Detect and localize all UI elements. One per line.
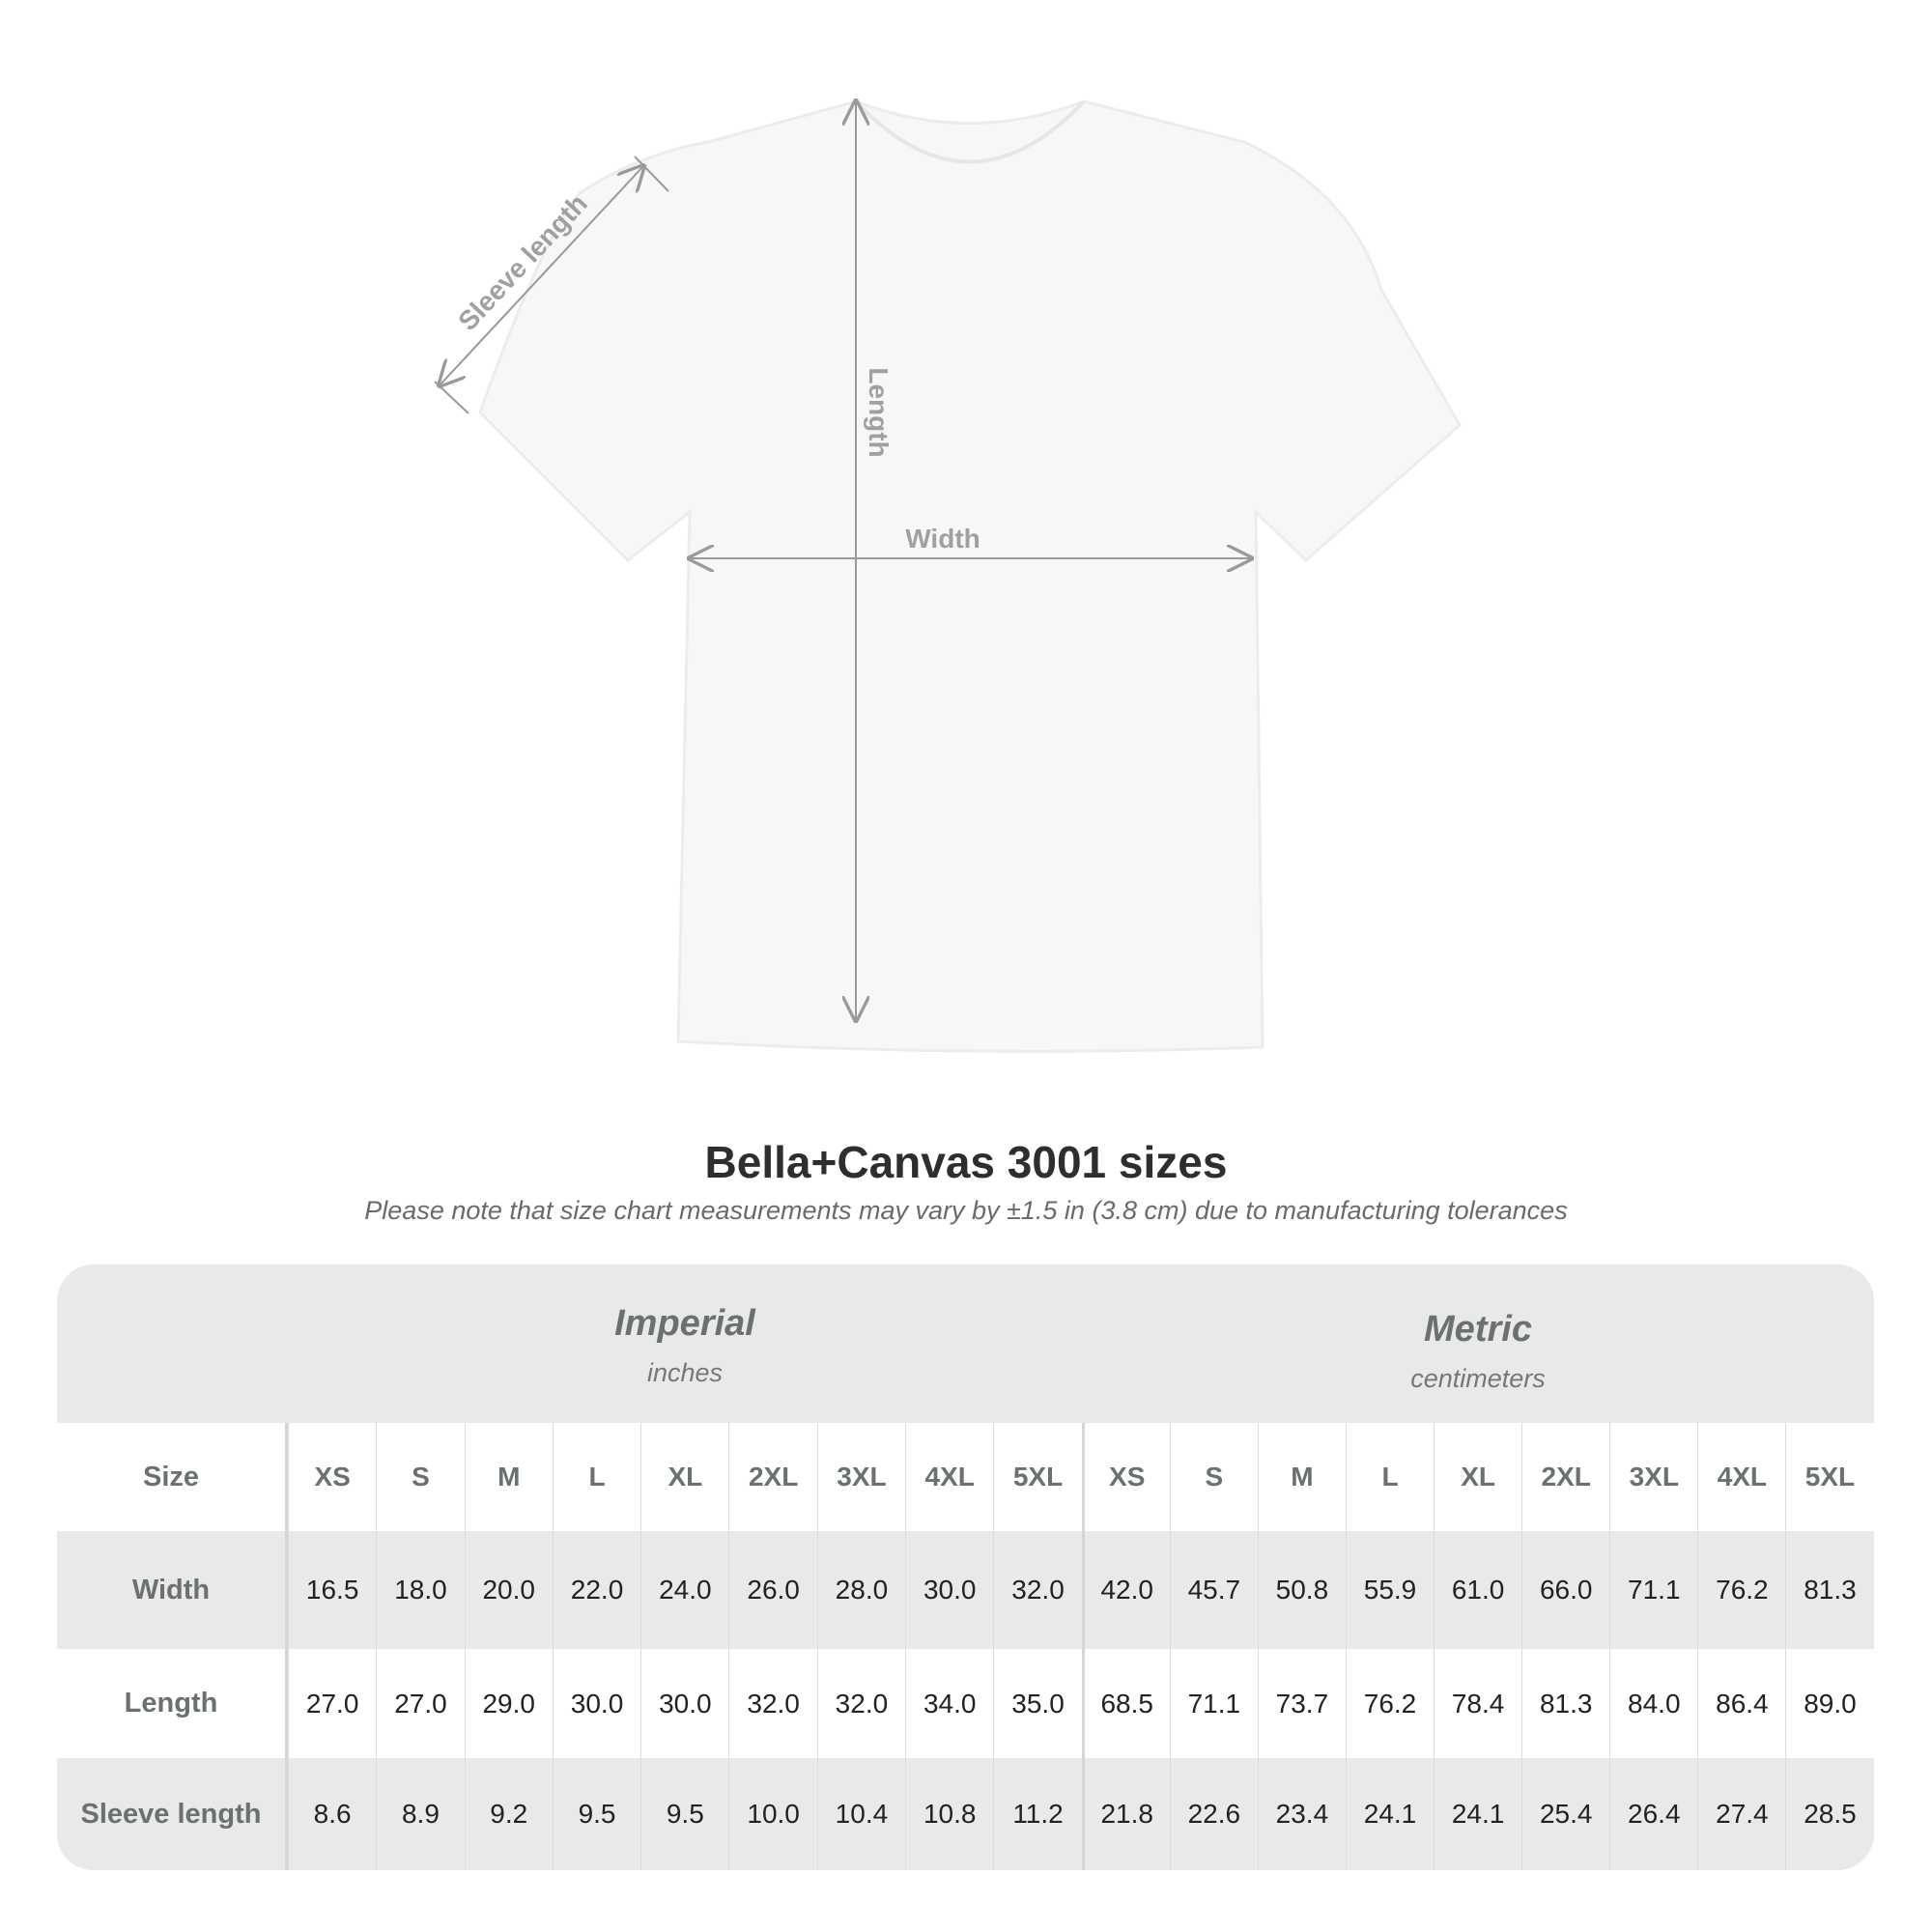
cell-imperial-value: 8.9 bbox=[376, 1758, 464, 1870]
cell-metric-value: 61.0 bbox=[1434, 1531, 1521, 1649]
size-metric-header: 5XL bbox=[1785, 1423, 1873, 1531]
tshirt-measurement-diagram: Length Width Sleeve length bbox=[434, 0, 1462, 1053]
cell-metric-value: 66.0 bbox=[1521, 1531, 1609, 1649]
cell-metric-value: 23.4 bbox=[1257, 1758, 1346, 1870]
cell-metric-value: 81.3 bbox=[1785, 1531, 1873, 1649]
cell-metric-value: 84.0 bbox=[1609, 1649, 1697, 1758]
cell-metric-value: 73.7 bbox=[1257, 1649, 1346, 1758]
size-imperial-header: 2XL bbox=[728, 1423, 816, 1531]
cell-imperial-value: 10.0 bbox=[728, 1758, 816, 1870]
cell-imperial-value: 35.0 bbox=[993, 1649, 1081, 1758]
cell-metric-value: 25.4 bbox=[1521, 1758, 1609, 1870]
cell-imperial-value: 9.5 bbox=[640, 1758, 728, 1870]
size-imperial-header: XL bbox=[640, 1423, 728, 1531]
cell-imperial-value: 24.0 bbox=[640, 1531, 728, 1649]
table-row: Length 27.0 27.0 29.0 30.0 30.0 32.0 32.0 34.0 35… bbox=[57, 1649, 1874, 1758]
size-imperial-header: 3XL bbox=[816, 1423, 905, 1531]
row-label: Length bbox=[57, 1649, 288, 1758]
row-label: Sleeve length bbox=[57, 1758, 288, 1870]
row-label: Width bbox=[57, 1531, 288, 1649]
cell-imperial-value: 18.0 bbox=[376, 1531, 464, 1649]
cell-metric-value: 45.7 bbox=[1169, 1531, 1258, 1649]
size-imperial-header: S bbox=[376, 1423, 464, 1531]
size-imperial-header: XS bbox=[288, 1423, 376, 1531]
table-row: Width 16.5 18.0 20.0 22.0 24.0 26.0 28.0 30.0 32.… bbox=[57, 1531, 1874, 1649]
cell-metric-value: 89.0 bbox=[1785, 1649, 1873, 1758]
table-row: Sleeve length 8.6 8.9 9.2 9.5 9.5 10.0 10.4 10.8… bbox=[57, 1758, 1874, 1870]
cell-metric-value: 50.8 bbox=[1257, 1531, 1346, 1649]
cell-metric-value: 76.2 bbox=[1345, 1649, 1434, 1758]
cell-imperial-value: 9.2 bbox=[464, 1758, 553, 1870]
size-metric-header: 3XL bbox=[1609, 1423, 1697, 1531]
metric-header: Metric centimeters bbox=[1082, 1309, 1874, 1467]
metric-unit: centimeters bbox=[1410, 1364, 1546, 1393]
cell-imperial-value: 32.0 bbox=[993, 1531, 1081, 1649]
cell-metric-value: 24.1 bbox=[1345, 1758, 1434, 1870]
cell-imperial-value: 30.0 bbox=[640, 1649, 728, 1758]
cell-imperial-value: 34.0 bbox=[905, 1649, 993, 1758]
sleeve-tick bbox=[634, 156, 669, 192]
cell-metric-value: 81.3 bbox=[1521, 1649, 1609, 1758]
size-imperial-header: M bbox=[464, 1423, 553, 1531]
cell-imperial-value: 27.0 bbox=[376, 1649, 464, 1758]
size-table: Imperial inches Metric centimeters Size X… bbox=[57, 1264, 1874, 1870]
cell-metric-value: 24.1 bbox=[1434, 1758, 1521, 1870]
length-label: Length bbox=[864, 367, 894, 457]
cell-metric-value: 28.5 bbox=[1785, 1758, 1873, 1870]
cell-metric-value: 21.8 bbox=[1081, 1758, 1170, 1870]
tshirt-shape bbox=[478, 99, 1462, 1053]
imperial-unit: inches bbox=[646, 1358, 724, 1387]
size-imperial-header: 5XL bbox=[993, 1423, 1081, 1531]
cell-imperial-value: 22.0 bbox=[552, 1531, 640, 1649]
cell-metric-value: 42.0 bbox=[1081, 1531, 1170, 1649]
width-label: Width bbox=[905, 524, 980, 554]
cell-imperial-value: 9.5 bbox=[552, 1758, 640, 1870]
cell-metric-value: 68.5 bbox=[1081, 1649, 1170, 1758]
cell-imperial-value: 10.4 bbox=[816, 1758, 905, 1870]
cell-imperial-value: 27.0 bbox=[288, 1649, 376, 1758]
cell-imperial-value: 28.0 bbox=[816, 1531, 905, 1649]
tolerance-note: Please note that size chart measurements… bbox=[364, 1196, 1568, 1225]
cell-metric-value: 22.6 bbox=[1169, 1758, 1258, 1870]
size-metric-header: XL bbox=[1434, 1423, 1521, 1531]
cell-metric-value: 55.9 bbox=[1345, 1531, 1434, 1649]
cell-metric-value: 76.2 bbox=[1697, 1531, 1785, 1649]
size-metric-header: XS bbox=[1081, 1423, 1170, 1531]
size-metric-header: S bbox=[1169, 1423, 1258, 1531]
cell-metric-value: 78.4 bbox=[1434, 1649, 1521, 1758]
imperial-header: Imperial inches bbox=[288, 1303, 1082, 1462]
sleeve-line bbox=[440, 166, 643, 385]
size-metric-header: 4XL bbox=[1697, 1423, 1785, 1531]
size-imperial-header: 4XL bbox=[905, 1423, 993, 1531]
size-header-row: Size XS S M L XL 2XL 3XL 4XL 5XL XS S M L XL 2XL 3XL 4XL 5… bbox=[57, 1423, 1874, 1531]
cell-imperial-value: 30.0 bbox=[552, 1649, 640, 1758]
page-title: Bella+Canvas 3001 sizes bbox=[704, 1137, 1228, 1187]
cell-imperial-value: 10.8 bbox=[905, 1758, 993, 1870]
metric-title: Metric bbox=[1424, 1309, 1532, 1350]
row-label: Size bbox=[57, 1423, 288, 1531]
size-metric-header: 2XL bbox=[1521, 1423, 1609, 1531]
cell-imperial-value: 29.0 bbox=[464, 1649, 553, 1758]
cell-imperial-value: 30.0 bbox=[905, 1531, 993, 1649]
cell-imperial-value: 26.0 bbox=[728, 1531, 816, 1649]
cell-imperial-value: 20.0 bbox=[464, 1531, 553, 1649]
size-metric-header: M bbox=[1257, 1423, 1346, 1531]
cell-imperial-value: 32.0 bbox=[816, 1649, 905, 1758]
cell-imperial-value: 16.5 bbox=[288, 1531, 376, 1649]
cell-metric-value: 86.4 bbox=[1697, 1649, 1785, 1758]
cell-imperial-value: 11.2 bbox=[993, 1758, 1081, 1870]
collar bbox=[854, 99, 1086, 164]
cell-metric-value: 26.4 bbox=[1609, 1758, 1697, 1870]
imperial-title: Imperial bbox=[614, 1303, 755, 1344]
size-imperial-header: L bbox=[552, 1423, 640, 1531]
cell-metric-value: 71.1 bbox=[1169, 1649, 1258, 1758]
sleeve-tick bbox=[434, 381, 469, 414]
cell-imperial-value: 8.6 bbox=[288, 1758, 376, 1870]
cell-metric-value: 27.4 bbox=[1697, 1758, 1785, 1870]
cell-metric-value: 71.1 bbox=[1609, 1531, 1697, 1649]
cell-imperial-value: 32.0 bbox=[728, 1649, 816, 1758]
size-metric-header: L bbox=[1345, 1423, 1434, 1531]
